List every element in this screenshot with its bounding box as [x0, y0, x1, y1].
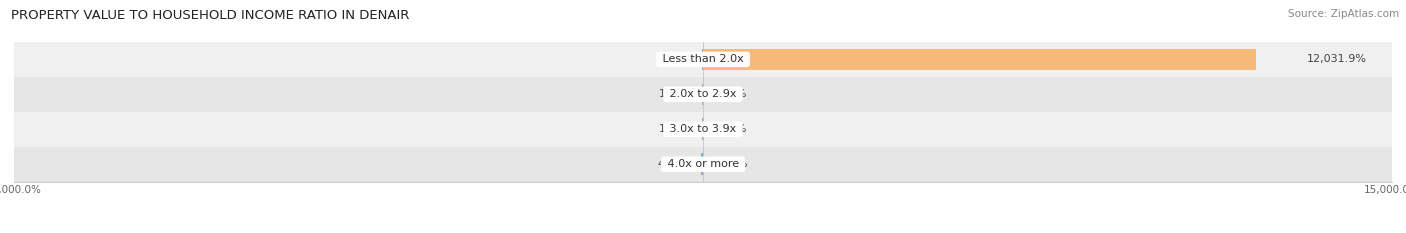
Text: 4.0x or more: 4.0x or more	[664, 159, 742, 169]
Text: Source: ZipAtlas.com: Source: ZipAtlas.com	[1288, 9, 1399, 19]
Bar	[703, 49, 1256, 70]
Text: 15.2%: 15.2%	[711, 89, 748, 99]
Text: 2.0x to 2.9x: 2.0x to 2.9x	[666, 89, 740, 99]
Text: 16.5%: 16.5%	[659, 89, 695, 99]
Bar	[14, 112, 1392, 147]
Text: 12,031.9%: 12,031.9%	[1308, 55, 1367, 64]
Bar	[14, 147, 1392, 182]
Bar	[14, 42, 1392, 77]
Text: 14.3%: 14.3%	[658, 124, 695, 134]
Text: 3.0x to 3.9x: 3.0x to 3.9x	[666, 124, 740, 134]
Bar	[700, 153, 703, 175]
Text: 46.0%: 46.0%	[657, 159, 693, 169]
Text: 23.2%: 23.2%	[658, 55, 693, 64]
Text: Less than 2.0x: Less than 2.0x	[659, 55, 747, 64]
Text: PROPERTY VALUE TO HOUSEHOLD INCOME RATIO IN DENAIR: PROPERTY VALUE TO HOUSEHOLD INCOME RATIO…	[11, 9, 409, 22]
Bar	[14, 77, 1392, 112]
Text: 16.8%: 16.8%	[711, 124, 748, 134]
Text: 23.4%: 23.4%	[713, 159, 748, 169]
